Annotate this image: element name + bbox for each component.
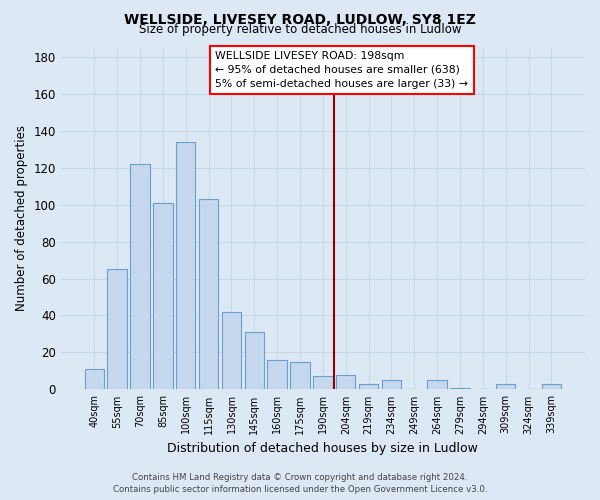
- Bar: [130, 164, 150, 390]
- Text: WELLSIDE LIVESEY ROAD: 198sqm
← 95% of detached houses are smaller (638)
5% of s: WELLSIDE LIVESEY ROAD: 198sqm ← 95% of d…: [215, 51, 469, 89]
- Text: WELLSIDE, LIVESEY ROAD, LUDLOW, SY8 1EZ: WELLSIDE, LIVESEY ROAD, LUDLOW, SY8 1EZ: [124, 12, 476, 26]
- Bar: [290, 362, 310, 390]
- Bar: [176, 142, 196, 390]
- Bar: [382, 380, 401, 390]
- Bar: [451, 388, 470, 390]
- Bar: [245, 332, 264, 390]
- Bar: [107, 270, 127, 390]
- Bar: [427, 380, 447, 390]
- Y-axis label: Number of detached properties: Number of detached properties: [15, 126, 28, 312]
- X-axis label: Distribution of detached houses by size in Ludlow: Distribution of detached houses by size …: [167, 442, 478, 455]
- Text: Contains HM Land Registry data © Crown copyright and database right 2024.
Contai: Contains HM Land Registry data © Crown c…: [113, 473, 487, 494]
- Bar: [313, 376, 332, 390]
- Bar: [222, 312, 241, 390]
- Bar: [496, 384, 515, 390]
- Bar: [199, 199, 218, 390]
- Bar: [336, 374, 355, 390]
- Bar: [268, 360, 287, 390]
- Text: Size of property relative to detached houses in Ludlow: Size of property relative to detached ho…: [139, 22, 461, 36]
- Bar: [542, 384, 561, 390]
- Bar: [359, 384, 379, 390]
- Bar: [153, 203, 173, 390]
- Bar: [85, 369, 104, 390]
